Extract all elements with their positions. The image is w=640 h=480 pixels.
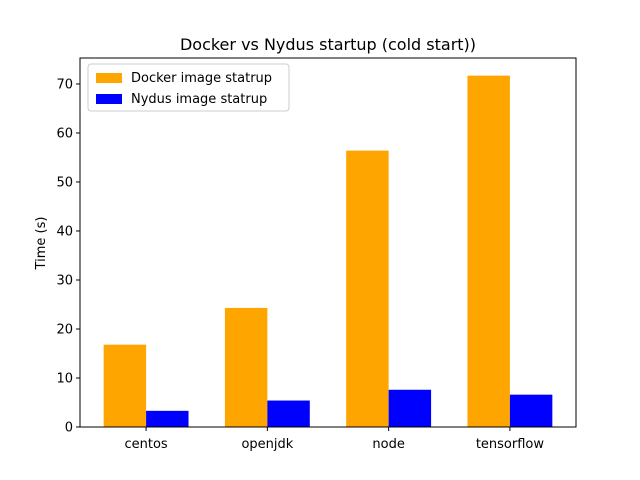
bar-openjdk-series-1 [267,400,310,427]
y-tick-label: 0 [65,421,73,436]
bar-centos-series-1 [146,410,189,427]
bars-group [103,75,553,427]
legend: Docker image statrup Nydus image statrup [87,63,290,112]
legend-label-1: Nydus image statrup [131,92,267,107]
y-axis: 0 10 20 30 40 50 60 70 [56,77,80,436]
legend-swatch-1 [96,94,122,104]
chart-title: Docker vs Nydus startup (cold start)) [180,35,476,54]
x-tick-label-centos: centos [124,437,167,452]
y-tick-label: 20 [56,322,73,337]
y-tick-label: 30 [56,273,73,288]
x-tick-label-node: node [372,437,404,452]
bar-node-series-1 [388,389,432,427]
y-tick-label: 50 [56,175,73,190]
bar-node-series-0 [346,150,389,427]
plot-frame [79,57,577,428]
legend-swatch-0 [96,73,122,83]
y-tick-label: 60 [56,126,73,141]
y-tick-label: 70 [56,77,73,92]
x-tick-label-tensorflow: tensorflow [476,437,545,452]
y-tick-label: 10 [56,372,73,387]
legend-label-0: Docker image statrup [131,71,272,86]
bar-tensorflow-series-0 [467,75,510,427]
legend-box [87,63,290,112]
y-tick-label: 40 [56,224,73,239]
x-tick-label-openjdk: openjdk [241,437,293,452]
x-axis: centos openjdk node tensorflow [124,427,544,452]
y-axis-label: Time (s) [34,217,49,271]
bar-openjdk-series-0 [224,307,268,427]
bar-tensorflow-series-1 [509,394,553,427]
bar-centos-series-0 [103,344,147,427]
